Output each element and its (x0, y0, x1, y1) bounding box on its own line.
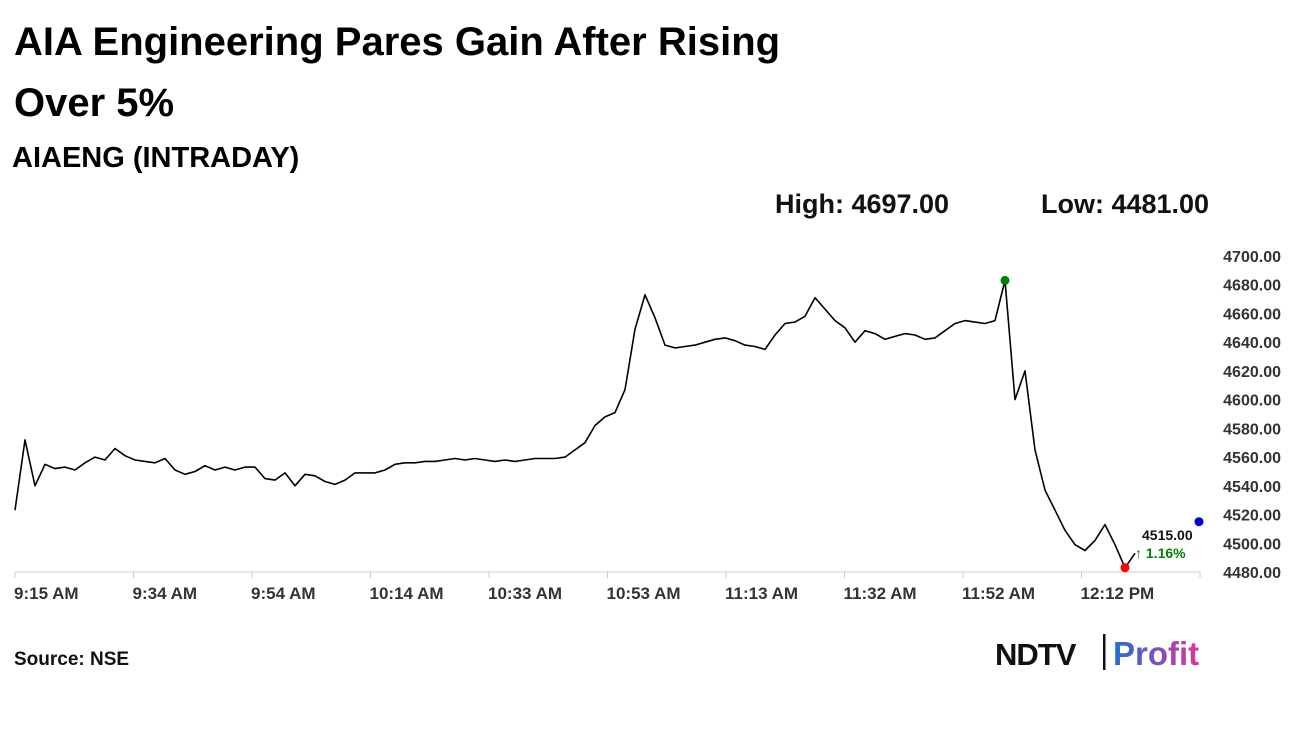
source: Source: NSE (14, 649, 129, 670)
x-tick-label: 11:52 AM (962, 584, 1035, 603)
price-line (14, 279, 1136, 569)
low-label: Low: 4481.00 (1041, 189, 1209, 219)
y-tick-label: 4500.00 (1223, 536, 1281, 553)
y-tick-label: 4520.00 (1223, 508, 1281, 525)
x-tick-label: 10:33 AM (488, 584, 562, 603)
change-label: ↑ 1.16% (1135, 545, 1186, 561)
y-tick-label: 4580.00 (1223, 421, 1281, 438)
y-tick-label: 4600.00 (1223, 393, 1281, 410)
x-tick-label: 9:54 AM (251, 584, 316, 603)
y-tick-label: 4540.00 (1223, 479, 1281, 496)
low-marker (1120, 563, 1130, 573)
chart-title: AIA Engineering Pares Gain After Rising … (14, 20, 781, 125)
x-tick-label: 12:12 PM (1081, 584, 1155, 603)
x-tick-label: 11:32 AM (844, 584, 917, 603)
y-tick-label: 4480.00 (1223, 565, 1281, 582)
last-label: 4515.00 (1142, 527, 1193, 543)
chart-subtitle: AIAENG (INTRADAY) (12, 142, 300, 174)
y-tick-label: 4620.00 (1223, 364, 1281, 381)
x-tick-label: 9:15 AM (14, 584, 79, 603)
y-tick-label: 4700.00 (1223, 249, 1281, 266)
x-tick-label: 9:34 AM (133, 584, 198, 603)
y-tick-label: 4680.00 (1223, 278, 1281, 295)
x-tick-label: 10:14 AM (370, 584, 444, 603)
logo-divider (1103, 634, 1106, 670)
y-tick-label: 4560.00 (1223, 450, 1281, 467)
logo-brand: NDTV (995, 637, 1077, 672)
high-marker (1000, 275, 1010, 285)
x-tick-label: 10:53 AM (607, 584, 681, 603)
x-tick-label: 11:13 AM (725, 584, 798, 603)
y-tick-label: 4640.00 (1223, 335, 1281, 352)
high-label: High: 4697.00 (775, 189, 949, 219)
last-marker (1194, 517, 1204, 527)
logo-product: Profit (1113, 635, 1199, 672)
y-tick-label: 4660.00 (1223, 306, 1281, 323)
